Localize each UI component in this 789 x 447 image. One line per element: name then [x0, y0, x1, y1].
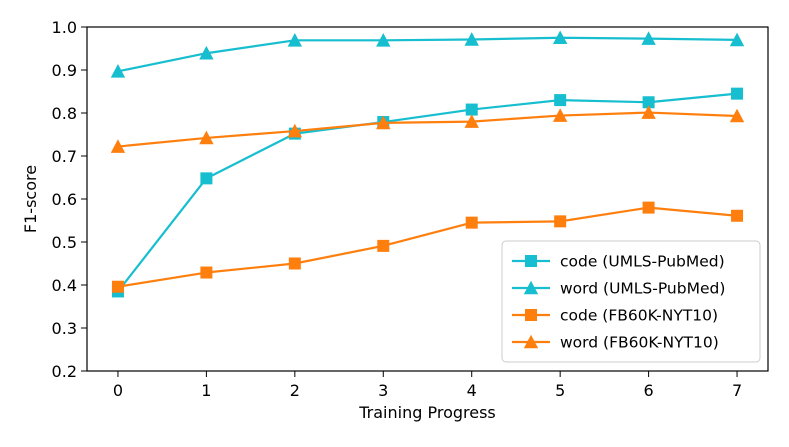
data-point	[642, 96, 655, 109]
x-tick-label: 2	[290, 381, 300, 400]
data-point	[641, 31, 656, 45]
data-point	[641, 105, 656, 119]
data-point	[464, 32, 479, 46]
legend-label: code (UMLS-PubMed)	[560, 253, 725, 271]
legend: code (UMLS-PubMed) word (UMLS-PubMed) code…	[501, 240, 761, 363]
data-point	[464, 114, 479, 128]
data-point	[288, 257, 301, 270]
legend-marker	[525, 309, 537, 321]
x-tick-label: 0	[113, 381, 123, 400]
x-tick-label: 6	[644, 381, 654, 400]
data-point	[287, 33, 303, 47]
legend-marker	[523, 334, 539, 349]
data-point	[729, 32, 745, 47]
data-point	[110, 63, 126, 78]
legend-item: code (FB60K-NYT10)	[512, 307, 718, 325]
data-point	[552, 108, 568, 122]
data-point	[465, 103, 478, 116]
y-tick-label: 0.6	[52, 190, 77, 209]
data-point	[376, 115, 391, 130]
legend-box	[501, 240, 761, 363]
x-tick-label: 3	[378, 381, 388, 400]
series-layer	[110, 30, 745, 298]
data-point	[731, 87, 744, 100]
series-3	[110, 105, 745, 153]
data-point	[287, 123, 303, 138]
data-point	[642, 201, 655, 214]
legend-marker	[525, 255, 537, 267]
y-axis-label: F1-score	[21, 165, 40, 233]
y-tick-label: 0.2	[52, 362, 77, 381]
y-tick-label: 0.3	[52, 319, 77, 338]
y-tick-label: 0.5	[52, 233, 77, 252]
legend-label: word (FB60K-NYT10)	[560, 334, 719, 352]
x-tick-label: 4	[467, 381, 477, 400]
x-tick-label: 1	[201, 381, 211, 400]
series-line	[117, 36, 738, 73]
axis-ticks: 0 1 2 3 4 5 6 7 0.2 0.3 0.4 0.5 0.6 0.7 0.8 0.9 1.0	[52, 18, 743, 400]
legend-item: word (UMLS-PubMed)	[512, 280, 725, 298]
data-point	[377, 239, 390, 252]
data-point	[376, 33, 391, 47]
x-tick-label: 5	[555, 381, 565, 400]
data-point	[200, 172, 213, 185]
data-point	[111, 280, 124, 293]
x-axis-label: Training Progress	[358, 403, 496, 422]
y-tick-label: 0.4	[52, 276, 77, 295]
y-tick-label: 0.8	[52, 104, 77, 123]
legend-label: code (FB60K-NYT10)	[560, 307, 718, 325]
y-tick-label: 0.9	[52, 61, 77, 80]
series-1	[110, 30, 745, 78]
series-line	[117, 206, 738, 288]
legend-label: word (UMLS-PubMed)	[560, 280, 725, 298]
y-tick-label: 1.0	[52, 18, 77, 37]
data-point	[729, 108, 745, 123]
data-point	[200, 266, 213, 279]
series-line	[117, 111, 738, 148]
legend-marker	[523, 280, 539, 295]
legend-item: code (UMLS-PubMed)	[512, 253, 725, 271]
data-point	[552, 30, 568, 45]
series-line	[117, 92, 738, 293]
data-point	[731, 209, 744, 222]
legend-item: word (FB60K-NYT10)	[512, 334, 719, 352]
data-point	[465, 216, 478, 229]
series-2	[111, 201, 744, 293]
y-tick-label: 0.7	[52, 147, 77, 166]
data-point	[554, 215, 567, 228]
data-point	[199, 45, 214, 60]
data-point	[199, 130, 214, 145]
data-point	[554, 94, 567, 107]
x-tick-label: 7	[732, 381, 742, 400]
data-point	[110, 139, 126, 153]
